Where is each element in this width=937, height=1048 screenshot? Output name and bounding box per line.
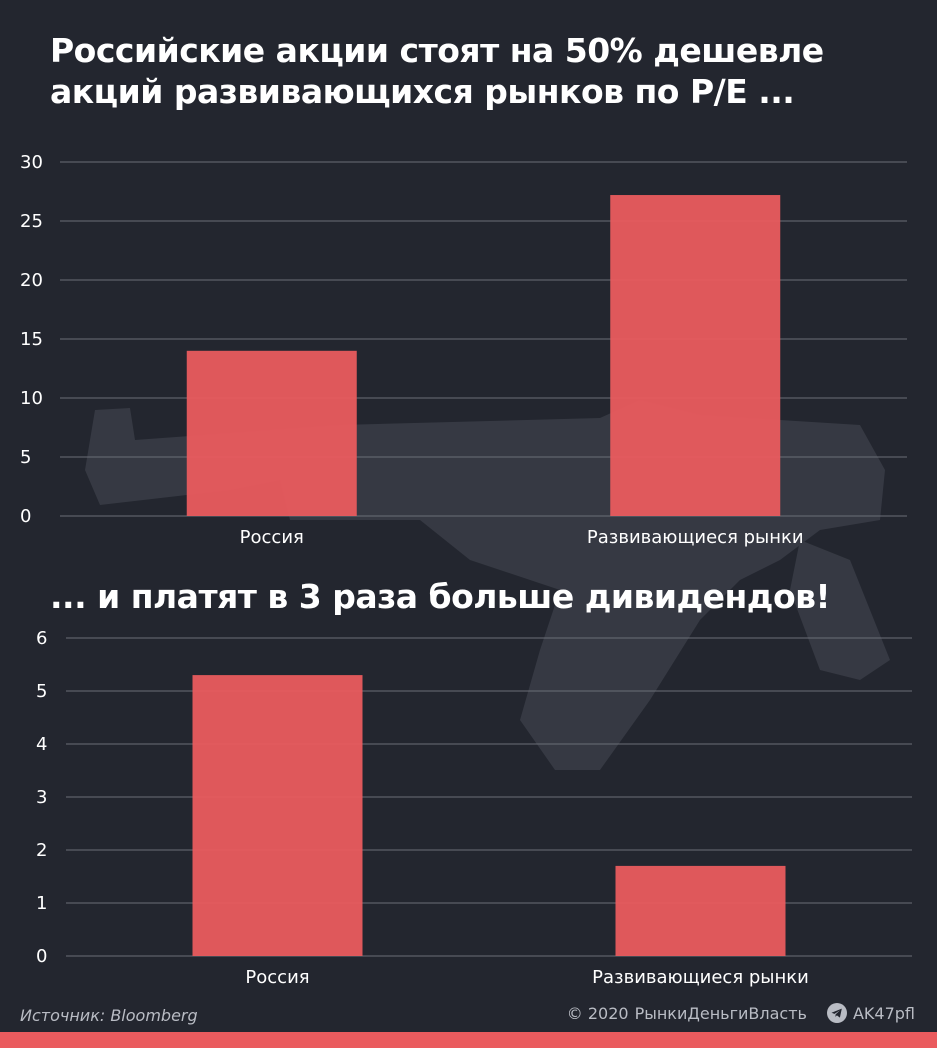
chart-2-title: ... и платят в 3 раза больше дивидендов! [50, 577, 831, 616]
bar [192, 675, 363, 956]
x-category-label: Россия [245, 967, 309, 988]
bar [186, 350, 357, 516]
bar [615, 865, 786, 956]
pe-ratio-bar-chart: 0 5 10 15 20 25 30 Россия Развивающиеся рынки [20, 152, 907, 548]
y-tick-label: 15 [20, 329, 43, 350]
footer-credits: © 2020 РынкиДеньгиВласть AK47pfl [567, 1003, 915, 1023]
y-tick-label: 20 [20, 270, 43, 291]
y-tick-label: 5 [20, 447, 31, 468]
chart-1-title: Российские акции стоят на 50% дешевле ак… [50, 31, 824, 111]
y-tick-label: 5 [36, 681, 47, 702]
telegram-handle[interactable]: AK47pfl [852, 1003, 915, 1023]
y-tick-label: 25 [20, 211, 43, 232]
telegram-icon [826, 1003, 847, 1023]
brand-name: РынкиДеньгиВласть [634, 1003, 807, 1023]
y-tick-label: 10 [20, 388, 43, 409]
y-tick-label: 2 [36, 840, 47, 861]
y-tick-label: 1 [36, 893, 47, 914]
source-note: Источник: Bloomberg [20, 1006, 198, 1025]
bar [610, 195, 781, 516]
x-category-label: Развивающиеся рынки [592, 967, 809, 988]
y-tick-label: 0 [20, 506, 31, 527]
copyright-text: © 2020 [566, 1003, 629, 1023]
y-tick-label: 30 [20, 152, 43, 173]
y-tick-label: 0 [36, 946, 47, 967]
y-tick-label: 6 [36, 628, 47, 649]
x-category-label: Развивающиеся рынки [587, 527, 804, 548]
bottom-accent-bar [0, 1032, 937, 1048]
x-category-label: Россия [240, 527, 304, 548]
dividend-yield-bar-chart: 0 1 2 3 4 5 6 Россия Развивающиеся рынки [36, 628, 912, 988]
y-tick-label: 4 [36, 734, 47, 755]
y-tick-label: 3 [36, 787, 47, 808]
